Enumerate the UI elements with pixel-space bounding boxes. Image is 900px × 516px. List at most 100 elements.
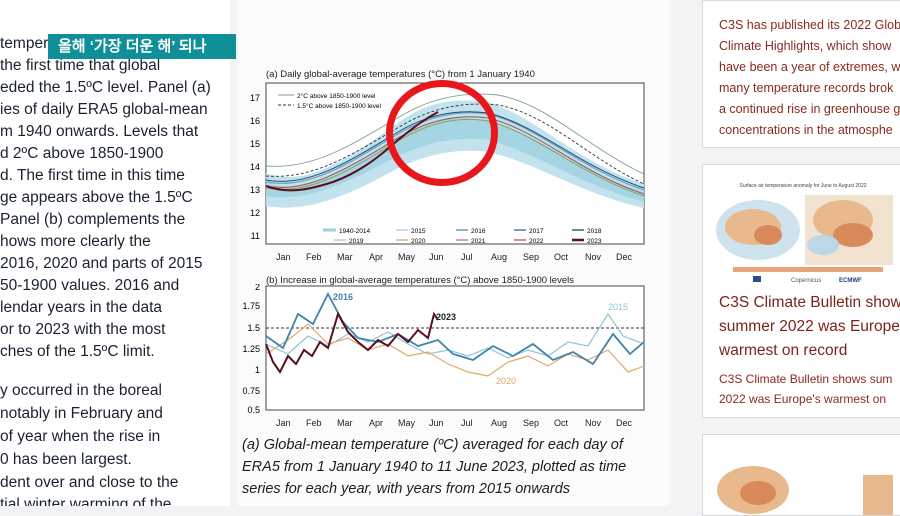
logo-text: ECMWF [839, 278, 862, 284]
month-label: Nov [585, 418, 602, 428]
news-card-bulletin[interactable]: Surface air temperature anomaly for June… [702, 164, 900, 418]
article-line: m 1940 onwards. Levels that [0, 123, 199, 140]
y-tick: 2 [255, 284, 260, 292]
card-text-line: Climate Highlights, which show [719, 39, 892, 53]
legend-year: 2020 [411, 238, 426, 245]
y-tick: 1.5 [247, 323, 260, 333]
legend-year: 2015 [411, 228, 426, 235]
article-line: Panel (b) complements the [0, 211, 186, 228]
month-label: Jun [429, 418, 444, 428]
article-line: lendar years in the data [0, 299, 162, 316]
news-card-highlights[interactable]: C3S has published its 2022 Glob Climate … [702, 0, 900, 148]
highlight-circle [386, 80, 498, 186]
legend-year: 2023 [587, 238, 602, 245]
article-line: of year when the rise in [0, 428, 161, 445]
card-text-line: concentrations in the atmosphe [719, 123, 893, 137]
y-tick: 14 [250, 162, 260, 172]
article-line: d. The first time in this time [0, 167, 185, 184]
caption-line: (a) Global-mean temperature (ºC) average… [242, 437, 623, 453]
month-label: Dec [616, 418, 633, 428]
month-label: Dec [616, 252, 633, 262]
month-label: Feb [306, 252, 322, 262]
article-line: d 2ºC above 1850-1900 [0, 145, 164, 162]
news-banner: 올해 ‘가장 더운 해’ 되나 [48, 34, 236, 59]
europe-anomaly-map-image: Surface air temperature anomaly for June… [713, 175, 893, 285]
y-tick: 11 [251, 231, 260, 241]
month-label: Oct [554, 252, 569, 262]
month-label: Apr [369, 418, 383, 428]
month-label: May [398, 252, 416, 262]
card-headline-line[interactable]: C3S Climate Bulletin show [719, 294, 900, 311]
article-line: or to 2023 with the most [0, 321, 166, 338]
year-legend: 1940-2014 2015 2016 2017 2018 2019 2020 … [323, 228, 602, 245]
y-tick: 15 [250, 139, 260, 149]
article-line: ches of the 1.5ºC limit. [0, 343, 155, 360]
card-summary-line: C3S Climate Bulletin shows sum [719, 372, 893, 386]
month-label: Jul [461, 418, 473, 428]
label-2023: 2023 [436, 312, 456, 322]
month-label: Sep [523, 252, 539, 262]
month-axis-a: Jan Feb Mar Apr May Jun Jul Aug Sep Oct … [276, 252, 633, 262]
month-label: Jan [276, 252, 291, 262]
y-tick: 12 [250, 208, 260, 218]
legend-year: 2022 [529, 238, 544, 245]
right-sidebar: C3S has published its 2022 Glob Climate … [690, 0, 900, 516]
article-line: 0 has been largest. [0, 451, 132, 468]
article-line: y occurred in the boreal [0, 382, 162, 399]
envelope-1940-2014 [266, 100, 644, 208]
map-caption: Surface air temperature anomaly for June… [739, 183, 866, 189]
legend-year: 2021 [471, 238, 486, 245]
month-label: Aug [491, 252, 507, 262]
y-tick: 16 [250, 116, 260, 126]
article-line: ies of daily ERA5 global-mean [0, 101, 208, 118]
card-text-line: many temperature records brok [719, 81, 894, 95]
month-label: Jul [461, 252, 473, 262]
logo-text: Copernicus [791, 278, 821, 284]
month-label: Mar [337, 252, 353, 262]
card-headline-line[interactable]: warmest on record [719, 342, 848, 359]
label-2016: 2016 [333, 292, 353, 302]
card-summary-line: 2022 was Europe's warmest on [719, 392, 887, 406]
article-line: 50-1900 values. 2016 and [0, 277, 180, 294]
series-2023-b [265, 311, 439, 374]
month-label: Feb [306, 418, 322, 428]
y-tick: 13 [250, 185, 260, 195]
news-card-map[interactable] [702, 434, 900, 516]
article-line: tial winter warming of the [0, 496, 172, 506]
legend-year: 2019 [349, 238, 364, 245]
month-label: Jun [429, 252, 444, 262]
series-2015 [265, 312, 645, 359]
temperature-map-image [713, 445, 893, 515]
panel-b-title: (b) Increase in global-average temperatu… [266, 275, 574, 286]
month-label: Oct [554, 418, 569, 428]
legend-year: 2017 [529, 228, 544, 235]
y-tick: 1 [255, 365, 260, 375]
month-label: Jan [276, 418, 291, 428]
card-text-line: C3S has published its 2022 Glob [719, 18, 900, 32]
article-line: temper [0, 35, 49, 52]
month-label: Mar [337, 418, 353, 428]
y-tick: 1.75 [242, 301, 260, 311]
y-tick: 17 [250, 93, 260, 103]
month-label: Nov [585, 252, 602, 262]
y-tick: 0.75 [242, 386, 260, 396]
legend-year: 1940-2014 [339, 228, 370, 235]
article-line: dent over and close to the [0, 474, 179, 491]
month-axis-b: Jan Feb Mar Apr May Jun Jul Aug Sep Oct … [276, 418, 633, 428]
card-headline-line[interactable]: summer 2022 was Europe [719, 318, 900, 335]
article-line: notably in February and [0, 405, 163, 422]
caption-line: series for each year, with years from 20… [242, 481, 571, 497]
month-label: Apr [369, 252, 383, 262]
label-2020: 2020 [496, 376, 516, 386]
card-text-line: a continued rise in greenhouse g [719, 102, 900, 116]
legend-1-5c: 1.5°C above 1850-1900 level [297, 102, 381, 110]
legend-year: 2018 [587, 228, 602, 235]
article-line: hows more clearly the [0, 233, 151, 250]
card-text-line: have been a year of extremes, wi [719, 60, 900, 74]
caption-line: ERA5 from 1 January 1940 to 11 June 2023… [242, 459, 627, 475]
legend-2c: 2°C above 1850-1900 level [297, 92, 376, 100]
article-line: the first time that global [0, 57, 161, 74]
panel-b-chart: 2 1.75 1.5 1.25 1 0.75 0.5 2016 2015 202… [242, 284, 645, 428]
y-tick: 0.5 [247, 405, 260, 415]
month-label: Aug [491, 418, 507, 428]
